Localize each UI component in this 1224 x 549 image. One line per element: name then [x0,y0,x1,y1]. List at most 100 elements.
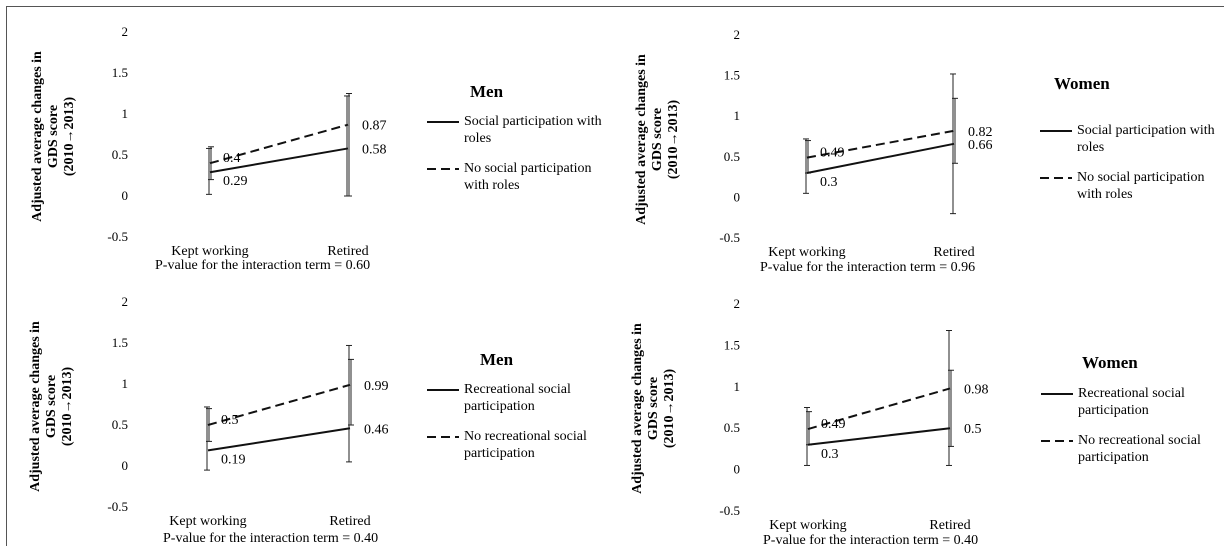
y-tick-label: 1.5 [112,335,128,350]
y-tick-label: 1.5 [112,65,128,80]
line-chart: 2 1.5 1 0.5 0 -0.5 Kept working Retired 0.29 0.58… [107,24,387,259]
series-line-solid [807,427,951,446]
x-tick-label: Retired [933,245,974,260]
panel-title: Women [1082,353,1138,372]
panel-title: Women [1054,74,1110,93]
x-tick-label: Retired [327,244,368,259]
chart-panel-2: Adjusted average changes in GDS score (201… [612,0,1224,275]
series-line-dashed [207,383,351,426]
legend: Recreational social participation No recr… [426,381,616,475]
data-label: 0.49 [820,146,845,161]
p-value-note: P-value for the interaction term = 0.60 [155,258,371,273]
y-tick-label: 0 [122,188,129,203]
chart-panel-4: Adjusted average changes in GDS score (201… [612,273,1224,548]
y-tick-label: 0 [734,189,741,204]
data-label: 0.4 [223,151,241,166]
y-tick-label: 0.5 [724,420,740,435]
legend-swatch [1041,393,1073,395]
line-chart: 2 1.5 1 0.5 0 -0.5 Kept working Retired 0.19 0.46… [107,294,389,529]
data-label: 0.3 [820,175,838,190]
data-label: 0.66 [968,138,993,153]
y-tick-label: 0 [734,462,741,477]
legend-swatch [1041,440,1073,442]
data-label: 0.49 [821,417,846,432]
data-label: 0.5 [221,413,239,428]
legend-swatch [427,389,459,391]
y-tick-label: 2 [734,27,741,42]
data-label: 0.99 [364,379,389,394]
legend-swatch [427,168,459,170]
x-tick-label: Retired [929,518,970,533]
data-label: 0.19 [221,452,246,467]
x-tick-label: Kept working [169,514,246,529]
data-label: 0.3 [821,447,839,462]
y-tick-label: -0.5 [107,499,128,514]
figure-left-border [6,6,7,546]
legend-label: Recreational social participation [464,382,571,414]
y-tick-label: 1.5 [724,337,740,352]
legend-item: Recreational social participation [1040,385,1224,419]
legend-label: No social participation with roles [464,161,592,193]
legend-item: No social participation with roles [426,160,616,194]
p-value-note: P-value for the interaction term = 0.96 [760,260,976,275]
legend-label: Social participation with roles [1077,123,1215,155]
legend-item: Social participation with roles [426,113,616,147]
p-value-note: P-value for the interaction term = 0.40 [163,531,379,546]
series-line-dashed [209,123,349,165]
panel-title: Men [480,350,514,369]
chart-panel-1: Adjusted average changes in GDS score (201… [0,0,610,273]
data-label: 0.87 [362,119,387,134]
p-value-note: P-value for the interaction term = 0.40 [763,533,979,548]
y-tick-label: -0.5 [719,503,740,518]
data-label: 0.82 [968,125,993,140]
y-tick-label: 1 [734,379,741,394]
y-tick-label: 0 [122,458,129,473]
legend-label: Recreational social participation [1078,386,1185,418]
series-line-dashed [806,129,955,159]
y-tick-label: 2 [122,24,129,39]
y-tick-label: -0.5 [719,230,740,245]
line-chart: 2 1.5 1 0.5 0 -0.5 Kept working Retired 0.3 0.5 0.… [719,296,989,533]
y-tick-label: 0.5 [724,149,740,164]
y-tick-label: 1.5 [724,68,740,83]
legend-label: No recreational social participation [1078,433,1201,465]
y-tick-label: 2 [122,294,129,309]
y-tick-label: 1 [734,108,741,123]
legend: Social participation with roles No social… [1039,122,1224,216]
y-tick-label: 1 [122,376,129,391]
figure-top-border [6,6,1224,7]
data-label: 0.5 [964,422,982,437]
legend-item: Social participation with roles [1039,122,1224,156]
data-label: 0.46 [364,422,389,437]
series-line-solid [207,427,351,452]
legend-item: No recreational social participation [426,428,616,462]
x-tick-label: Retired [329,514,370,529]
legend-label: Social participation with roles [464,114,602,146]
legend-swatch [1040,177,1072,179]
legend-swatch [427,121,459,123]
legend: Social participation with roles No social… [426,113,616,207]
data-label: 0.29 [223,174,248,189]
y-tick-label: 2 [734,296,741,311]
y-tick-label: -0.5 [107,229,128,244]
legend-item: No recreational social participation [1040,432,1224,466]
legend: Recreational social participation No recr… [1040,385,1224,479]
data-label: 0.98 [964,382,989,397]
chart-panel-3: Adjusted average changes in GDS score (201… [0,273,610,546]
y-tick-label: 1 [122,106,129,121]
series-line-dashed [807,387,951,430]
legend-item: Recreational social participation [426,381,616,415]
y-tick-label: 0.5 [112,147,128,162]
x-tick-label: Kept working [768,245,845,260]
panel-title: Men [470,82,504,101]
x-tick-label: Kept working [171,244,248,259]
legend-swatch [1040,130,1072,132]
legend-swatch [427,436,459,438]
x-tick-label: Kept working [769,518,846,533]
legend-label: No social participation with roles [1077,170,1205,202]
legend-label: No recreational social participation [464,429,587,461]
legend-item: No social participation with roles [1039,169,1224,203]
data-label: 0.58 [362,142,387,157]
series-line-solid [806,142,955,175]
